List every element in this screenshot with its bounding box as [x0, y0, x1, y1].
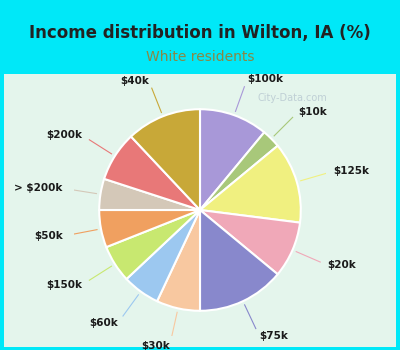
Wedge shape: [99, 179, 200, 210]
FancyBboxPatch shape: [4, 74, 396, 346]
Text: $30k: $30k: [141, 341, 170, 350]
Text: White residents: White residents: [146, 50, 254, 64]
Text: $75k: $75k: [259, 331, 288, 341]
Text: > $200k: > $200k: [14, 183, 63, 193]
Wedge shape: [200, 109, 264, 210]
Text: $60k: $60k: [90, 317, 118, 328]
Text: $125k: $125k: [334, 166, 370, 176]
Wedge shape: [126, 210, 200, 301]
Wedge shape: [200, 210, 278, 311]
Text: $150k: $150k: [46, 280, 82, 289]
Wedge shape: [106, 210, 200, 279]
Wedge shape: [200, 146, 301, 223]
Text: $20k: $20k: [328, 260, 356, 270]
Text: $100k: $100k: [247, 74, 283, 84]
Text: $50k: $50k: [35, 231, 63, 241]
Text: Income distribution in Wilton, IA (%): Income distribution in Wilton, IA (%): [29, 24, 371, 42]
Wedge shape: [157, 210, 200, 311]
Text: $10k: $10k: [298, 107, 327, 117]
Text: City-Data.com: City-Data.com: [257, 93, 327, 103]
Wedge shape: [200, 132, 278, 210]
Text: $200k: $200k: [46, 131, 82, 140]
Text: $40k: $40k: [120, 76, 149, 86]
Wedge shape: [131, 109, 200, 210]
FancyBboxPatch shape: [0, 0, 400, 74]
Wedge shape: [200, 210, 300, 274]
Wedge shape: [104, 136, 200, 210]
Wedge shape: [99, 210, 200, 247]
